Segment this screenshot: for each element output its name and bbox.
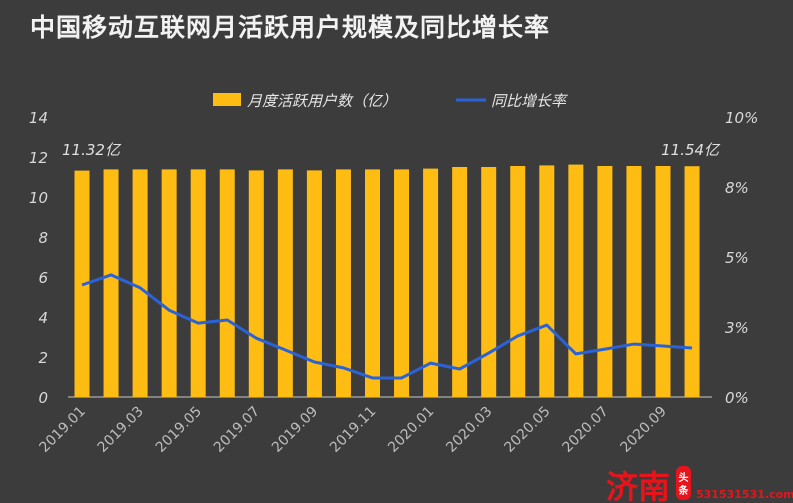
watermark-badge-bg xyxy=(676,466,691,500)
watermark-badge-char: 条 xyxy=(678,484,690,497)
right-axis-tick: 8% xyxy=(725,179,749,197)
x-axis-tick: 2019.05 xyxy=(153,404,205,456)
x-axis-tick: 2020.09 xyxy=(618,404,670,456)
bar-2020.04 xyxy=(510,166,526,397)
left-axis-tick: 4 xyxy=(38,309,48,327)
bar-2020.09 xyxy=(655,166,671,397)
legend-label-line: 同比增长率 xyxy=(491,92,568,110)
legend-label-bar: 月度活跃用户数（亿） xyxy=(247,92,397,110)
bar-2019.11 xyxy=(365,169,380,397)
x-axis-tick: 2020.01 xyxy=(385,404,437,456)
bar-2020.01 xyxy=(423,168,439,397)
watermark-badge: 头条 xyxy=(678,471,690,497)
bar-2019.02 xyxy=(103,169,119,397)
x-axis-tick: 2019.01 xyxy=(37,404,89,456)
right-axis-tick: 10% xyxy=(725,109,758,127)
watermark-main: 济南 xyxy=(606,468,670,503)
bar-2020.10 xyxy=(684,166,700,397)
bar-2019.09 xyxy=(306,170,322,397)
right-axis-tick: 3% xyxy=(725,319,749,337)
legend: 月度活跃用户数（亿） 同比增长率 xyxy=(213,92,568,110)
bar-2019.10 xyxy=(335,169,351,397)
growth-rate-line xyxy=(81,273,693,380)
left-axis-tick: 8 xyxy=(38,229,48,247)
left-axis-tick: 14 xyxy=(29,109,48,127)
bar-2020.07 xyxy=(597,166,613,397)
data-label-2020.10: 11.54亿 xyxy=(661,141,721,159)
bar-2019.03 xyxy=(132,169,148,397)
x-axis-tick: 2020.03 xyxy=(443,404,495,456)
bar-2020.03 xyxy=(481,167,497,397)
bar-2019.04 xyxy=(161,169,177,397)
x-axis-tick: 2019.07 xyxy=(211,404,263,456)
legend-swatch-bar xyxy=(213,93,241,106)
bar-2019.05 xyxy=(190,169,206,397)
left-axis-tick: 2 xyxy=(38,349,48,367)
x-axis-tick: 2019.09 xyxy=(269,404,321,456)
data-label-2019.01: 11.32亿 xyxy=(62,141,122,159)
bar-2019.07 xyxy=(248,170,264,397)
x-axis-tick: 2020.05 xyxy=(501,404,553,456)
watermark-url: 531531531.com xyxy=(696,488,793,501)
right-axis-tick: 0% xyxy=(725,389,749,407)
bar-2019.08 xyxy=(277,169,293,397)
right-axis-tick: 5% xyxy=(725,249,749,267)
bar-2020.08 xyxy=(626,166,642,397)
bar-2020.06 xyxy=(568,164,584,397)
bar-2020.02 xyxy=(452,167,468,397)
chart-title: 中国移动互联网月活跃用户规模及同比增长率 xyxy=(30,13,551,42)
bar-2019.06 xyxy=(219,169,235,397)
left-axis-tick: 10 xyxy=(29,189,48,207)
watermark-logo: 济南 头条 531531531.com xyxy=(606,466,793,503)
left-axis-tick: 0 xyxy=(38,389,48,407)
bar-2019.12 xyxy=(394,169,410,397)
x-axis-tick: 2019.03 xyxy=(95,404,147,456)
x-axis-tick: 2019.11 xyxy=(327,404,379,456)
bar-2020.05 xyxy=(539,165,555,397)
watermark-badge-char: 头 xyxy=(679,471,689,484)
left-axis-tick: 6 xyxy=(38,269,48,287)
left-axis-tick: 12 xyxy=(29,149,48,167)
x-axis-tick: 2020.07 xyxy=(559,404,611,456)
